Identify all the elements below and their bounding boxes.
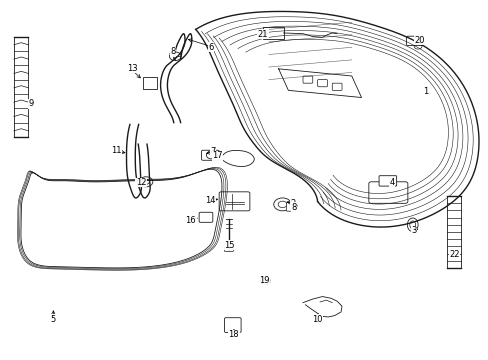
- Text: 6: 6: [208, 43, 214, 52]
- FancyBboxPatch shape: [368, 182, 407, 203]
- Text: 1: 1: [423, 86, 427, 95]
- Text: 2: 2: [290, 199, 295, 208]
- FancyBboxPatch shape: [286, 203, 296, 211]
- Text: 16: 16: [185, 216, 196, 225]
- Text: 18: 18: [228, 330, 239, 339]
- Text: 8: 8: [170, 48, 175, 57]
- Text: 17: 17: [212, 152, 223, 161]
- Text: 20: 20: [414, 36, 425, 45]
- FancyBboxPatch shape: [219, 192, 249, 211]
- Text: 8: 8: [291, 203, 296, 212]
- Text: 15: 15: [223, 241, 234, 250]
- Text: 10: 10: [312, 315, 322, 324]
- FancyBboxPatch shape: [317, 80, 327, 87]
- Text: 11: 11: [111, 146, 122, 155]
- Text: 5: 5: [51, 315, 56, 324]
- Text: 3: 3: [411, 226, 416, 235]
- Text: 21: 21: [257, 30, 268, 39]
- FancyBboxPatch shape: [224, 318, 241, 332]
- FancyBboxPatch shape: [406, 36, 422, 45]
- FancyBboxPatch shape: [224, 247, 233, 251]
- FancyBboxPatch shape: [201, 150, 219, 160]
- Text: 7: 7: [210, 147, 215, 156]
- FancyBboxPatch shape: [331, 83, 341, 90]
- FancyBboxPatch shape: [142, 77, 157, 89]
- Text: 4: 4: [389, 178, 394, 187]
- Text: 14: 14: [204, 196, 215, 205]
- Text: 13: 13: [127, 64, 138, 73]
- Text: 19: 19: [258, 276, 269, 285]
- Text: 9: 9: [28, 99, 34, 108]
- FancyBboxPatch shape: [303, 76, 312, 83]
- FancyBboxPatch shape: [199, 212, 212, 222]
- Text: 22: 22: [448, 250, 459, 259]
- Text: 12: 12: [136, 178, 146, 187]
- FancyBboxPatch shape: [262, 27, 284, 39]
- FancyBboxPatch shape: [378, 176, 396, 186]
